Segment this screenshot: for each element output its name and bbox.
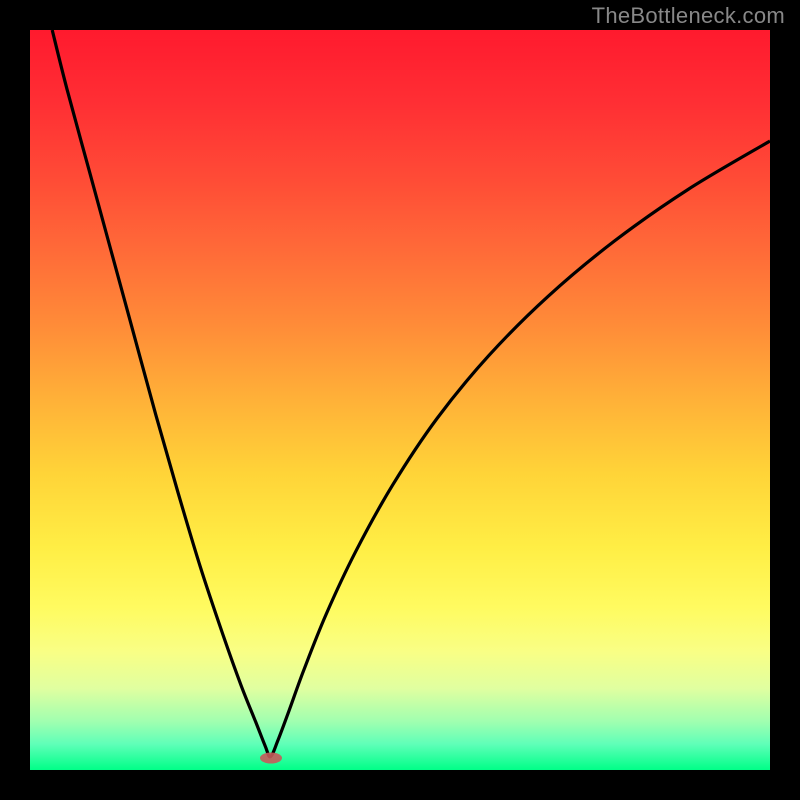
watermark-text: TheBottleneck.com (592, 3, 785, 29)
minimum-marker (260, 753, 282, 764)
plot-area (30, 30, 770, 770)
bottleneck-curve (30, 30, 770, 770)
